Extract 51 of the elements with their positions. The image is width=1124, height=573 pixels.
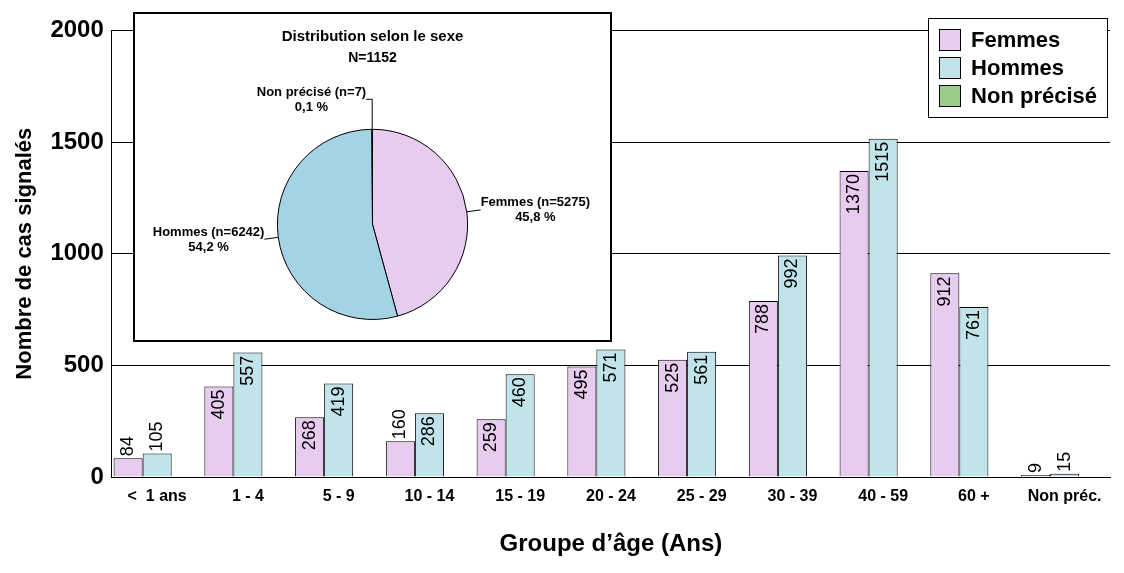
data-label: 105 [146,421,167,452]
x-tick-label: 60 + [958,487,990,505]
data-label: 460 [509,377,530,408]
data-label: 525 [661,362,682,393]
chart-title: Distribution selon le sexe [281,27,464,45]
data-label: 561 [690,354,711,385]
data-label: 160 [389,409,410,440]
data-label: 788 [752,304,773,335]
data-label: 268 [298,420,319,451]
legend-label: Non précisé [971,83,1097,109]
data-label: 405 [207,389,228,420]
slice-label: Femmes (n=5275) [480,194,591,210]
y-tick-label: 2000 [50,15,104,43]
data-label: 259 [480,422,501,453]
x-tick-label: < 1 ans [127,487,187,505]
data-label: 0,1 % [294,98,329,114]
data-label: 912 [933,276,954,307]
data-label: 286 [418,416,439,447]
slice-label: Hommes (n=6242) [152,223,265,239]
data-label: 1515 [872,141,893,182]
data-label: 1370 [843,174,864,215]
x-tick-label: 25 - 29 [676,487,727,505]
y-tick-label: 500 [63,349,104,377]
data-label: 557 [236,355,257,386]
x-tick-label: 20 - 24 [585,487,636,505]
y-tick-label: 0 [90,461,104,489]
x-tick-label: Non préc. [1027,487,1102,505]
x-tick-label: 15 - 19 [495,487,546,505]
slice-label: Non précisé (n=7) [256,83,367,99]
data-label: 9 [1024,462,1045,473]
data-label: 84 [117,436,138,457]
x-axis-title: Groupe d’âge (Ans) [499,529,723,557]
data-label: 54,2 % [188,238,230,254]
x-tick-label: 30 - 39 [767,487,818,505]
data-label: 15 [1053,451,1074,472]
x-tick-label: 1 - 4 [231,487,265,505]
data-label: 992 [781,258,802,289]
legend-label: Femmes [971,27,1061,53]
data-label: 571 [599,352,620,383]
y-tick-label: 1000 [50,238,104,266]
x-tick-label: 10 - 14 [404,487,455,505]
data-label: 419 [327,386,348,417]
data-label: 495 [570,369,591,400]
chart-subtitle: N=1152 [348,49,398,66]
data-label: 761 [962,310,983,341]
x-tick-label: 40 - 59 [858,487,909,505]
y-tick-label: 1500 [50,126,104,154]
x-tick-label: 5 - 9 [322,487,355,505]
y-axis-title: Nombre de cas signalés [11,127,37,380]
legend-label: Hommes [971,55,1064,81]
data-label: 45,8 % [515,209,557,225]
